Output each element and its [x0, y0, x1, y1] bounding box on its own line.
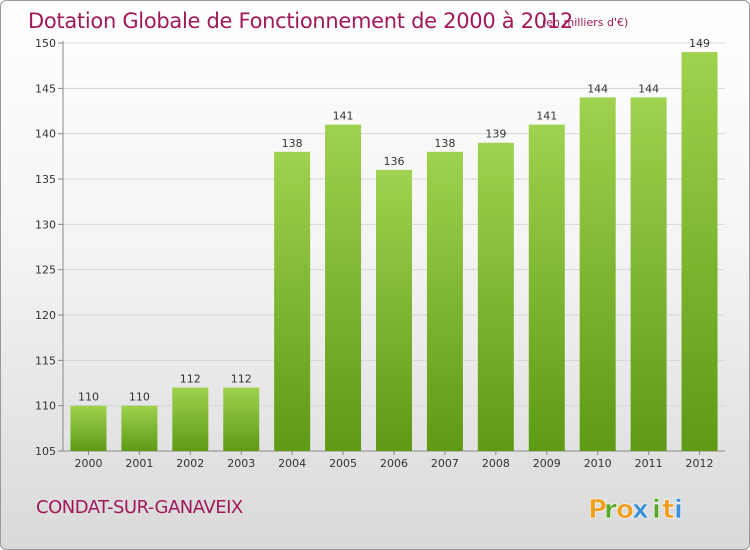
value-label: 139: [485, 128, 506, 141]
value-label: 149: [689, 37, 710, 50]
y-tick-label: 115: [35, 354, 56, 367]
x-tick-label: 2000: [74, 457, 102, 470]
chart-subtitle: (en milliers d'€): [542, 16, 629, 29]
logo-letter: i: [652, 495, 661, 525]
x-tick-label: 2011: [635, 457, 663, 470]
value-label: 138: [434, 137, 455, 150]
value-label: 136: [384, 155, 405, 168]
y-tick-label: 120: [35, 309, 56, 322]
x-tick-label: 2001: [125, 457, 153, 470]
logo-letter: i: [674, 495, 683, 525]
bar-2001: [121, 405, 158, 451]
x-tick-label: 2009: [533, 457, 561, 470]
x-tick-label: 2010: [584, 457, 612, 470]
bar-2006: [376, 169, 412, 451]
x-tick-label: 2007: [431, 457, 459, 470]
x-tick-label: 2003: [227, 457, 255, 470]
value-label: 112: [180, 373, 201, 386]
bar-2004: [274, 151, 311, 452]
value-label: 144: [638, 82, 659, 95]
bar-2012: [681, 52, 718, 452]
logo-letter: o: [616, 495, 634, 525]
logo-letter: P: [588, 495, 607, 525]
value-label: 112: [231, 373, 252, 386]
chart-title: Dotation Globale de Fonctionnement de 20…: [28, 9, 573, 33]
commune-name: CONDAT-SUR-GANAVEIX: [36, 497, 243, 518]
value-label: 144: [587, 82, 608, 95]
bar-2003: [223, 387, 260, 451]
x-tick-label: 2008: [482, 457, 510, 470]
y-tick-label: 110: [35, 400, 56, 413]
y-tick-label: 145: [35, 82, 56, 95]
x-tick-label: 2005: [329, 457, 357, 470]
x-tick-label: 2002: [176, 457, 204, 470]
y-tick-label: 105: [35, 445, 56, 458]
value-label: 110: [78, 391, 99, 404]
logo-letter: x: [632, 495, 649, 525]
value-label: 138: [282, 137, 303, 150]
bar-2008: [477, 142, 514, 451]
logo-letter: r: [604, 495, 617, 525]
labels: 105 110 115 120 125 130 135 140 145 150 110 2000 110…: [35, 37, 714, 470]
x-tick-label: 2012: [686, 457, 714, 470]
y-tick-label: 130: [35, 218, 56, 231]
value-label: 110: [129, 391, 150, 404]
value-label: 141: [536, 110, 557, 123]
x-tick-label: 2004: [278, 457, 306, 470]
bar-2000: [70, 405, 107, 451]
value-label: 141: [333, 110, 354, 123]
bar-2002: [172, 387, 209, 451]
y-tick-label: 140: [35, 128, 56, 141]
bar-2011: [630, 97, 667, 452]
x-tick-label: 2006: [380, 457, 408, 470]
logo-letter: t: [662, 495, 674, 525]
bar-2007: [426, 151, 463, 452]
bars: [70, 52, 718, 452]
proxiti-logo: Pr ox i t i: [588, 495, 684, 526]
y-tick-label: 125: [35, 264, 56, 277]
y-tick-label: 150: [35, 37, 56, 50]
y-tick-label: 135: [35, 173, 56, 186]
bar-2009: [528, 124, 565, 451]
bar-2005: [325, 124, 362, 451]
bar-2010: [579, 97, 616, 452]
